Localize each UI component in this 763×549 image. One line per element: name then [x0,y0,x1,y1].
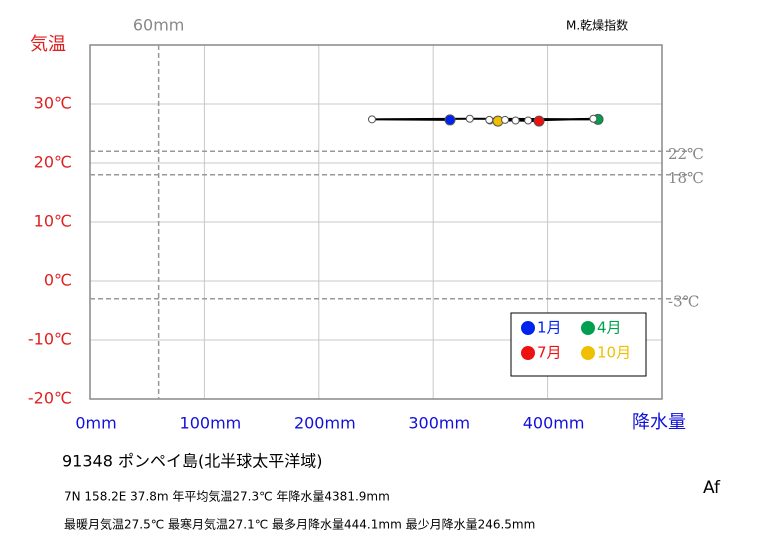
reference-label: -3℃ [668,293,699,311]
plot-frame [89,44,663,400]
station: 91348 ポンペイ島(北半球太平洋域) [62,452,322,471]
info-line: 7N 158.2E 37.8m 年平均気温27.3℃ 年降水量4381.9mm [64,489,390,504]
y-tick-label: 20℃ [34,153,72,172]
legend-label: 1月 [537,319,562,337]
y-tick-label: -10℃ [28,330,72,349]
data-point [367,115,376,124]
data-point [465,114,474,123]
data-point [589,114,598,123]
data-point [485,115,494,124]
legend-marker [581,346,595,360]
data-point [533,115,545,127]
index-label: M.乾燥指数 [566,18,628,33]
climate-class: Af [703,478,721,498]
y-tick-label: 30℃ [34,94,72,113]
data-point [501,115,510,124]
y-tick-label: -20℃ [28,389,72,408]
legend-marker [581,321,595,335]
x-tick-label: 300mm [408,414,470,433]
data-point [511,116,520,125]
data-point [444,114,456,126]
y-tick-label: 0℃ [44,271,72,290]
legend-box [510,312,647,377]
reference-label: 22℃ [668,145,704,163]
x-tick-label: 100mm [180,414,242,433]
legend-label: 4月 [597,319,622,337]
legend-marker [521,346,535,360]
reference-label: 18℃ [668,169,704,187]
x-axis-label: 降水量 [632,412,686,433]
legend-label: 10月 [597,344,631,362]
data-point [524,116,533,125]
y-axis-label: 気温 [30,34,66,55]
x-tick-label: 400mm [523,414,585,433]
x-tick-label: 200mm [294,414,356,433]
y-tick-label: 10℃ [34,212,72,231]
legend-marker [521,321,535,335]
info-line: 最暖月気温27.5℃ 最寒月気温27.1℃ 最多月降水量444.1mm 最少月降… [64,517,535,532]
reference-label: 60mm [133,16,185,35]
legend-label: 7月 [537,344,562,362]
x-tick-label: 0mm [75,414,116,433]
